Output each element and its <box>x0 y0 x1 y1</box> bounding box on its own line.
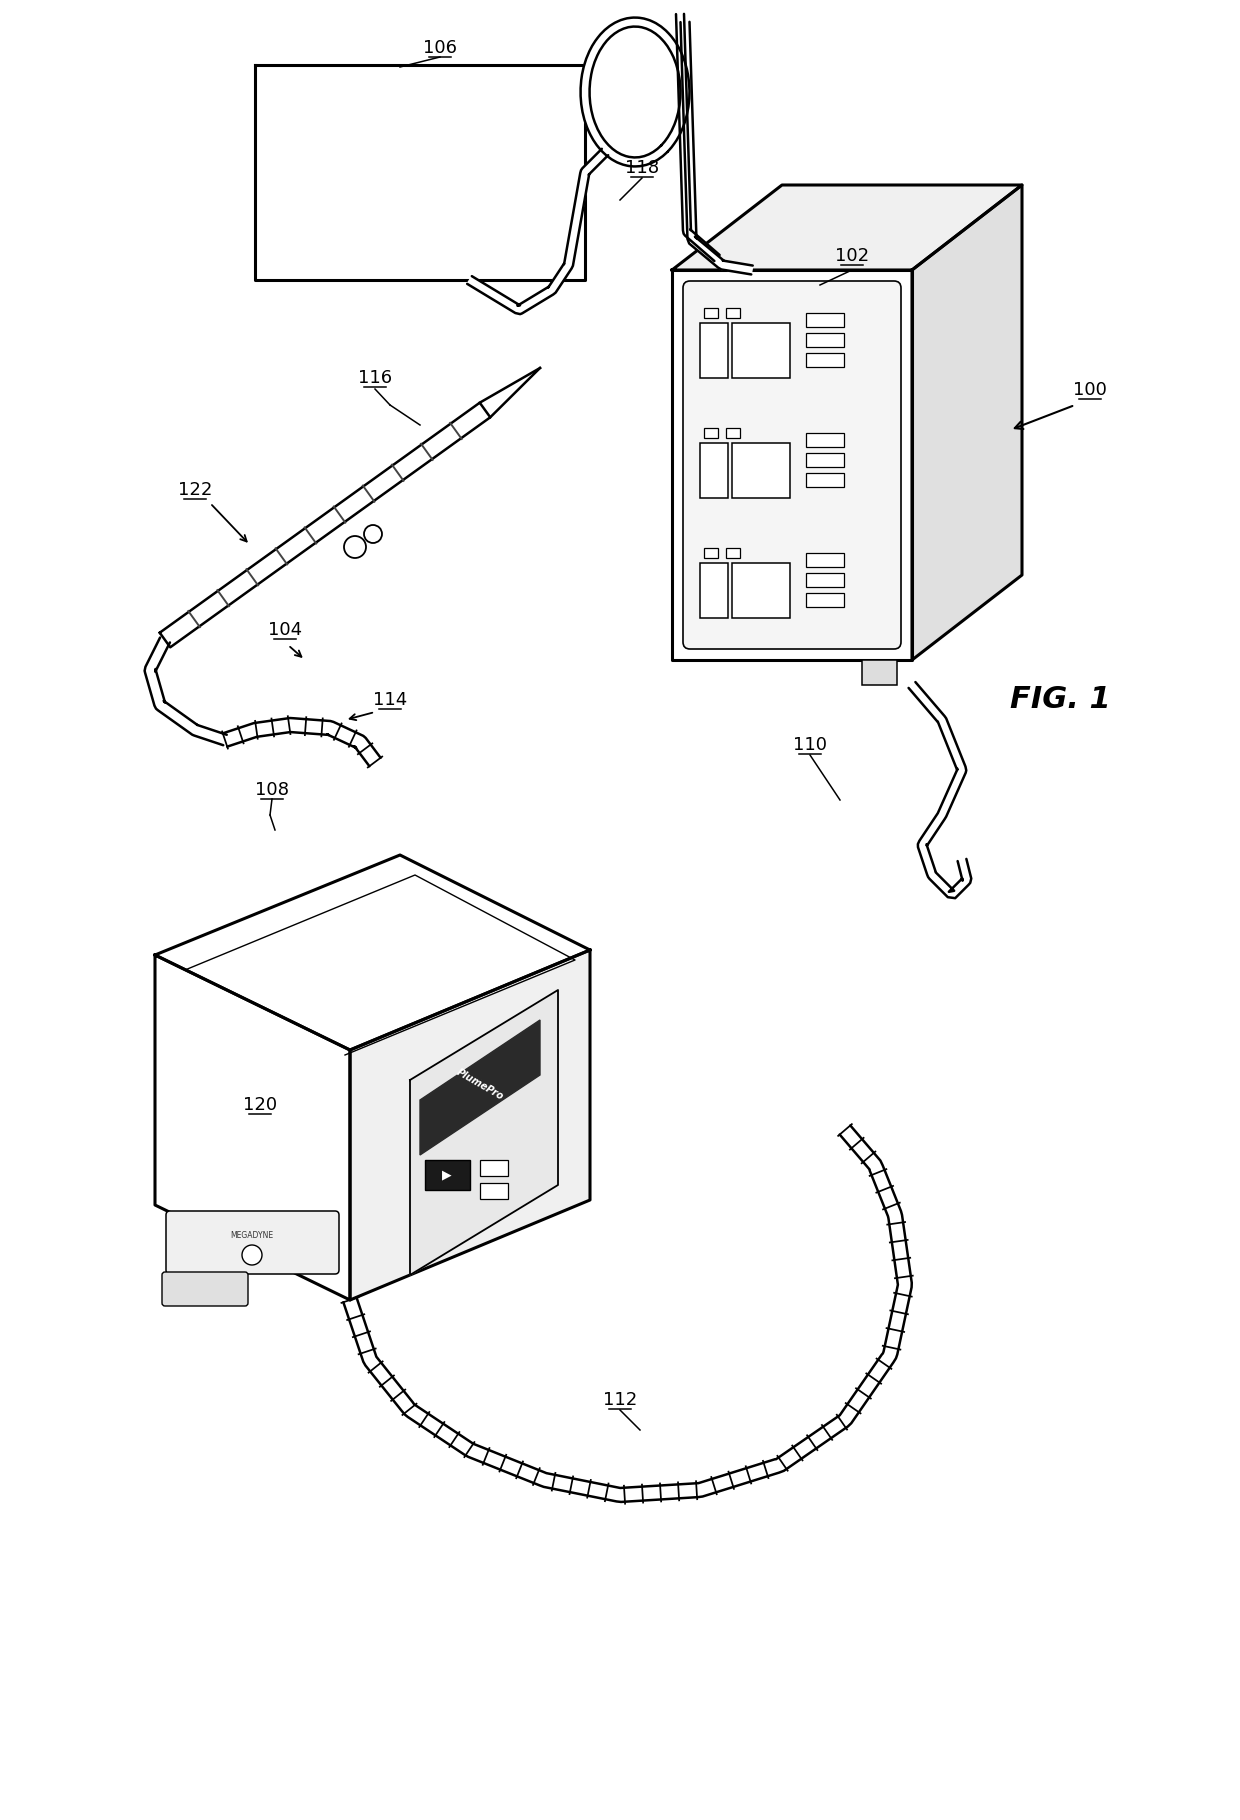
Polygon shape <box>909 682 971 899</box>
Bar <box>806 473 844 488</box>
Polygon shape <box>467 149 608 315</box>
Bar <box>701 442 728 499</box>
Text: 122: 122 <box>177 480 212 499</box>
FancyBboxPatch shape <box>683 280 901 650</box>
Text: ▶: ▶ <box>443 1168 451 1181</box>
Bar <box>704 428 718 439</box>
Polygon shape <box>676 15 719 260</box>
Text: 108: 108 <box>255 781 289 799</box>
Text: PlumePro: PlumePro <box>455 1068 505 1103</box>
Text: 100: 100 <box>1073 380 1107 399</box>
Bar <box>704 548 718 559</box>
Circle shape <box>343 537 366 559</box>
Bar <box>425 1159 470 1190</box>
Text: 118: 118 <box>625 158 660 177</box>
Bar <box>806 333 844 348</box>
Bar <box>480 1183 508 1199</box>
Bar <box>806 313 844 328</box>
Polygon shape <box>672 186 1022 269</box>
Polygon shape <box>155 956 350 1299</box>
Bar <box>701 562 728 619</box>
Polygon shape <box>155 855 590 1050</box>
Bar <box>806 433 844 448</box>
Polygon shape <box>580 18 689 166</box>
Bar <box>704 308 718 318</box>
Bar <box>806 353 844 368</box>
Bar <box>806 553 844 568</box>
Bar <box>480 1159 508 1176</box>
Bar <box>725 308 740 318</box>
Bar <box>806 593 844 608</box>
Polygon shape <box>410 990 558 1276</box>
Bar <box>732 322 790 379</box>
Polygon shape <box>681 22 753 275</box>
Polygon shape <box>343 1125 911 1502</box>
Polygon shape <box>160 402 490 648</box>
Text: 106: 106 <box>423 38 458 56</box>
Text: FIG. 1: FIG. 1 <box>1009 686 1110 715</box>
Text: 120: 120 <box>243 1096 277 1114</box>
Text: 104: 104 <box>268 621 303 639</box>
Polygon shape <box>145 637 227 744</box>
Text: 116: 116 <box>358 369 392 388</box>
Bar <box>732 442 790 499</box>
Polygon shape <box>911 186 1022 661</box>
Text: MEGADYNE: MEGADYNE <box>231 1230 274 1239</box>
Text: 102: 102 <box>835 248 869 266</box>
Bar <box>725 548 740 559</box>
Bar <box>725 428 740 439</box>
Bar <box>806 573 844 588</box>
Bar <box>806 453 844 468</box>
FancyBboxPatch shape <box>166 1210 339 1274</box>
Bar <box>701 322 728 379</box>
Text: 114: 114 <box>373 692 407 710</box>
Circle shape <box>242 1245 262 1265</box>
Polygon shape <box>420 1019 539 1156</box>
Polygon shape <box>255 66 585 280</box>
Text: 112: 112 <box>603 1390 637 1409</box>
Bar <box>732 562 790 619</box>
Text: 110: 110 <box>794 735 827 753</box>
Polygon shape <box>480 368 539 417</box>
Polygon shape <box>223 719 381 766</box>
Circle shape <box>365 524 382 542</box>
Polygon shape <box>672 269 911 661</box>
FancyBboxPatch shape <box>162 1272 248 1307</box>
Bar <box>862 661 897 684</box>
Polygon shape <box>350 950 590 1299</box>
